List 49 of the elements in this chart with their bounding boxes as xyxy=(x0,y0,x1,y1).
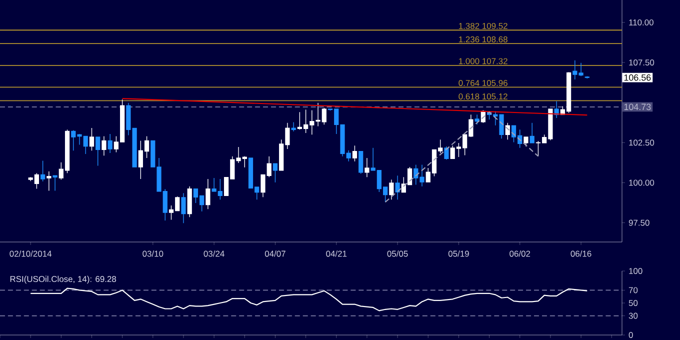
candlestick xyxy=(52,175,58,192)
x-tick-label: 03/24 xyxy=(204,250,224,257)
candlestick xyxy=(187,186,192,218)
candlestick xyxy=(474,114,480,125)
candlestick xyxy=(358,150,364,174)
candlestick xyxy=(181,192,186,224)
candlestick xyxy=(395,175,400,200)
y-tick-label: 110.00 xyxy=(629,19,654,26)
ref-line-label: 1.382 109.52 xyxy=(459,22,508,29)
x-tick-label: 04/07 xyxy=(264,250,286,257)
y-tick-label: 102.50 xyxy=(629,140,654,146)
x-tick-label: 04/21 xyxy=(326,250,347,257)
text: RSI(USOil.Close, 14): 69.28 xyxy=(10,276,116,284)
x-tick-label: 06/02 xyxy=(510,250,530,257)
candlestick xyxy=(389,179,394,200)
candlestick xyxy=(352,145,358,162)
y-tick-label: 100 xyxy=(629,268,642,274)
x-tick-label: 05/05 xyxy=(387,250,408,257)
candlestick xyxy=(89,128,94,151)
candlestick xyxy=(524,136,528,147)
candlestick xyxy=(108,134,112,154)
candlestick xyxy=(364,158,370,178)
ref-line-label: 104.73 xyxy=(624,104,651,110)
y-tick-label: 107.50 xyxy=(629,60,654,66)
ref-line-label: 1.236 108.68 xyxy=(459,36,508,42)
y-tick-label: 0 xyxy=(628,332,633,338)
x-tick-label: 03/10 xyxy=(142,250,164,257)
candlestick xyxy=(444,146,449,160)
y-tick-label: 97.50 xyxy=(628,220,650,226)
x-tick-label: 02/10/2014 xyxy=(10,250,52,257)
candlestick xyxy=(272,163,278,183)
x-tick-label: 05/19 xyxy=(448,250,469,257)
ref-line-label: 1.000 107.32 xyxy=(459,58,508,64)
ref-line-label: 0.764 105.96 xyxy=(458,80,508,86)
candlestick xyxy=(584,76,590,79)
candlestick xyxy=(102,136,106,156)
y-tick-label: 70 xyxy=(628,287,638,294)
candlestick xyxy=(530,122,534,144)
x-tick-label: 06/16 xyxy=(570,250,592,257)
y-tick-label: 100.00 xyxy=(629,180,654,186)
candlestick xyxy=(46,170,52,192)
ref-line-label: 0.618 105.12 xyxy=(458,93,508,100)
candlestick xyxy=(40,160,46,182)
y-tick-label: 50 xyxy=(628,300,638,306)
candlestick xyxy=(206,178,210,210)
candlestick xyxy=(96,136,100,166)
y-tick-label: 30 xyxy=(628,312,638,319)
text: 106.56 xyxy=(624,74,651,81)
candlestick xyxy=(291,122,296,132)
